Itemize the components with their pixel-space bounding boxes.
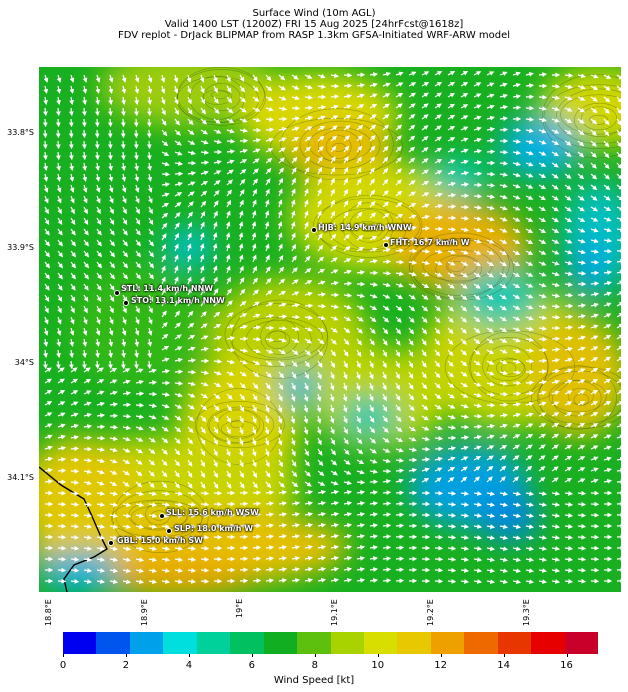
- colorbar-label: Wind Speed [kt]: [273, 675, 355, 686]
- site-marker-stl: [114, 290, 120, 296]
- colorbar-tick-label: 4: [185, 660, 193, 671]
- colorbar-tick-label: 14: [497, 660, 510, 671]
- colorbar-segment: [430, 632, 465, 654]
- colorbar-tick: [188, 654, 190, 657]
- colorbar-segment: [163, 632, 197, 654]
- map-subtitle-model: FDV replot - DrJack BLIPMAP from RASP 1.…: [117, 30, 511, 41]
- colorbar-tick: [314, 654, 316, 657]
- colorbar-tick: [503, 654, 505, 657]
- colorbar-segment: [63, 632, 97, 654]
- colorbar-segment: [330, 632, 364, 654]
- lon-label: 19.1°E: [330, 599, 339, 626]
- colorbar-tick-label: 16: [560, 660, 573, 671]
- lat-label: 33.8°S: [7, 128, 34, 137]
- lon-label: 19.2°E: [426, 599, 435, 626]
- colorbar-tick-label: 6: [248, 660, 255, 671]
- colorbar-segment: [363, 632, 398, 654]
- colorbar-segment: [129, 632, 164, 654]
- lat-label: 33.9°S: [7, 243, 34, 252]
- lon-label: 19.3°E: [522, 599, 531, 626]
- lat-label: 34.1°S: [7, 473, 34, 482]
- site-marker-sll: [159, 513, 165, 519]
- site-marker-slp: [166, 528, 172, 534]
- colorbar-segment: [464, 632, 498, 654]
- site-label-stl: STL: 11.4 km/h NNW: [121, 284, 214, 293]
- colorbar-tick: [566, 654, 568, 657]
- colorbar-tick-label: 2: [122, 660, 130, 671]
- colorbar-tick-label: 8: [311, 660, 318, 671]
- colorbar-tick: [125, 654, 127, 657]
- lon-label: 19°E: [235, 598, 244, 618]
- colorbar: [63, 632, 598, 654]
- colorbar-segment: [196, 632, 231, 654]
- site-label-hjb: HJB: 14.9 km/h WNW: [318, 223, 412, 232]
- site-label-sll: SLL: 15.6 km/h WSW: [166, 508, 259, 517]
- colorbar-segment: [96, 632, 130, 654]
- colorbar-segment: [497, 632, 532, 654]
- colorbar-segment: [263, 632, 298, 654]
- site-label-slp: SLP: 18.0 km/h W: [174, 524, 254, 533]
- colorbar-segment: [531, 632, 565, 654]
- colorbar-segment: [397, 632, 431, 654]
- site-label-fht: FHT: 16.7 km/h W: [390, 238, 470, 247]
- colorbar-tick: [251, 654, 253, 657]
- colorbar-segment: [564, 632, 598, 654]
- colorbar-segment: [297, 632, 331, 654]
- site-marker-hjb: [311, 227, 317, 233]
- colorbar-segment: [230, 632, 264, 654]
- colorbar-tick-label: 10: [371, 660, 385, 671]
- colorbar-tick-label: 12: [434, 660, 447, 671]
- colorbar-tick: [377, 654, 379, 657]
- site-label-gbl: GBL: 15.0 km/h SW: [117, 536, 203, 545]
- lon-label: 18.8°E: [44, 599, 53, 626]
- lat-label: 34°S: [14, 358, 34, 367]
- site-marker-sto: [123, 300, 129, 306]
- site-label-sto: STO: 13.1 km/h NNW: [131, 296, 225, 305]
- map-subtitle-valid: Valid 1400 LST (1200Z) FRI 15 Aug 2025 […: [164, 19, 464, 30]
- lon-label: 18.9°E: [140, 599, 149, 626]
- colorbar-tick: [63, 654, 64, 657]
- colorbar-tick: [440, 654, 442, 657]
- coastline: [39, 466, 108, 592]
- site-marker-fht: [383, 242, 389, 248]
- wind-map: [39, 67, 621, 592]
- colorbar-tick-label: 0: [59, 660, 67, 671]
- wind-field: [39, 67, 621, 592]
- site-marker-gbl: [108, 540, 114, 546]
- map-title: Surface Wind (10m AGL): [252, 8, 376, 19]
